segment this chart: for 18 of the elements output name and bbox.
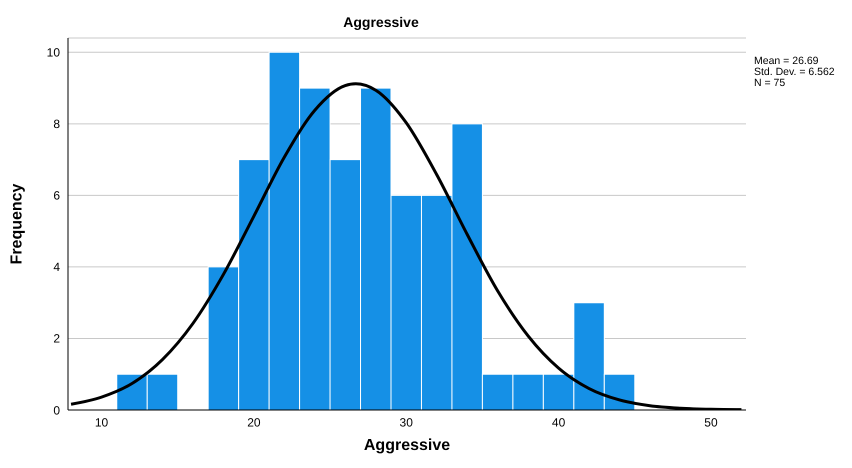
x-tick-label: 40: [552, 416, 566, 430]
y-tick-label: 2: [53, 332, 60, 346]
x-tick-label: 30: [400, 416, 414, 430]
y-axis-title: Frequency: [8, 183, 26, 264]
y-tick-label: 0: [53, 403, 60, 418]
x-axis-title: Aggressive: [364, 437, 450, 454]
x-tick-label: 50: [704, 416, 718, 430]
y-tick-label: 4: [53, 260, 60, 274]
text: N = 75: [754, 77, 786, 89]
y-tick-label: 8: [53, 117, 60, 132]
line-series: [70, 82, 743, 410]
y-tick-label: 6: [53, 188, 60, 203]
y-tick-label: 10: [46, 46, 60, 60]
text: Std. Dev. = 6.562: [754, 66, 835, 78]
text: Mean = 26.69: [754, 55, 820, 67]
x-tick-label: 20: [247, 416, 261, 430]
chart-title: Aggressive: [342, 14, 420, 30]
x-tick-label: 10: [94, 416, 109, 430]
